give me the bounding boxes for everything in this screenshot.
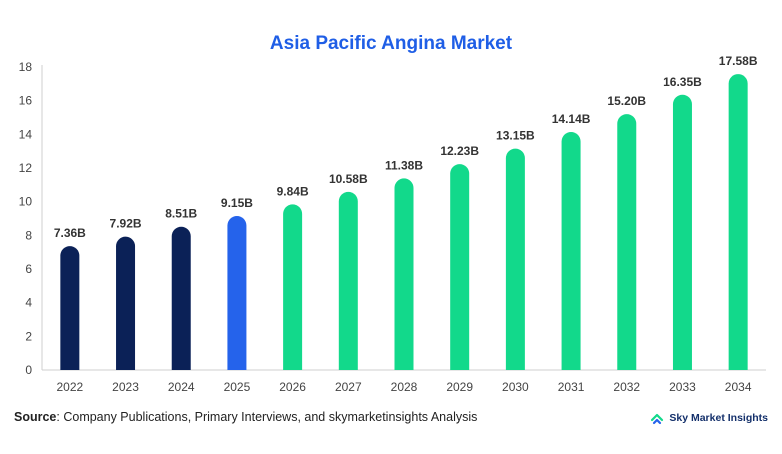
bar-value-label: 8.51B <box>165 207 197 221</box>
bar-value-label: 7.92B <box>110 217 142 231</box>
y-tick-label: 8 <box>25 228 32 242</box>
x-tick-label: 2026 <box>279 380 306 394</box>
bar <box>505 148 525 370</box>
x-tick-label: 2024 <box>168 380 195 394</box>
y-tick-label: 10 <box>19 195 33 209</box>
bar-value-label: 14.14B <box>552 112 591 126</box>
x-tick-label: 2029 <box>446 380 473 394</box>
bar-value-label: 11.38B <box>385 158 423 172</box>
x-tick-label: 2025 <box>224 380 251 394</box>
y-tick-label: 2 <box>25 329 32 343</box>
bar-value-label: 16.35B <box>663 75 702 89</box>
x-tick-label: 2027 <box>335 380 362 394</box>
bar-value-label: 17.58B <box>719 54 758 68</box>
bar-value-label: 12.23B <box>440 144 479 158</box>
x-tick-label: 2033 <box>669 380 696 394</box>
x-tick-label: 2028 <box>391 380 418 394</box>
y-tick-label: 0 <box>25 363 32 377</box>
bar <box>171 226 191 370</box>
x-tick-label: 2034 <box>725 380 752 394</box>
x-tick-label: 2023 <box>112 380 139 394</box>
chart-title: Asia Pacific Angina Market <box>269 33 513 54</box>
y-tick-label: 12 <box>19 161 33 175</box>
y-tick-label: 4 <box>25 296 32 310</box>
bar-value-label: 9.15B <box>221 196 253 210</box>
bar <box>728 74 748 370</box>
y-tick-label: 16 <box>19 94 33 108</box>
bar <box>394 178 414 370</box>
bar <box>338 191 358 370</box>
source-note: Source: Company Publications, Primary In… <box>14 410 477 424</box>
x-tick-label: 2022 <box>56 380 83 394</box>
y-tick-label: 18 <box>19 60 33 74</box>
bar <box>283 204 303 370</box>
bar <box>617 114 637 370</box>
bar-value-label: 13.15B <box>496 129 535 143</box>
y-tick-label: 14 <box>19 127 33 141</box>
bar <box>672 94 692 370</box>
bar-value-label: 10.58B <box>329 172 368 186</box>
y-tick-label: 6 <box>25 262 32 276</box>
bar-value-label: 9.84B <box>277 184 309 198</box>
bar <box>561 131 581 370</box>
bar <box>450 164 470 370</box>
x-tick-label: 2032 <box>613 380 640 394</box>
brand-logo: Sky Market Insights <box>650 411 768 425</box>
x-tick-label: 2031 <box>558 380 585 394</box>
bar-value-label: 7.36B <box>54 226 86 240</box>
bar <box>116 236 136 370</box>
x-tick-label: 2030 <box>502 380 529 394</box>
bar <box>60 246 80 370</box>
source-label: Source <box>14 410 57 424</box>
brand-logo-icon <box>651 413 664 425</box>
bar <box>227 215 247 370</box>
bar-value-label: 15.20B <box>607 94 646 108</box>
brand-name: Sky Market Insights <box>669 412 768 424</box>
source-text: : Company Publications, Primary Intervie… <box>56 410 478 424</box>
